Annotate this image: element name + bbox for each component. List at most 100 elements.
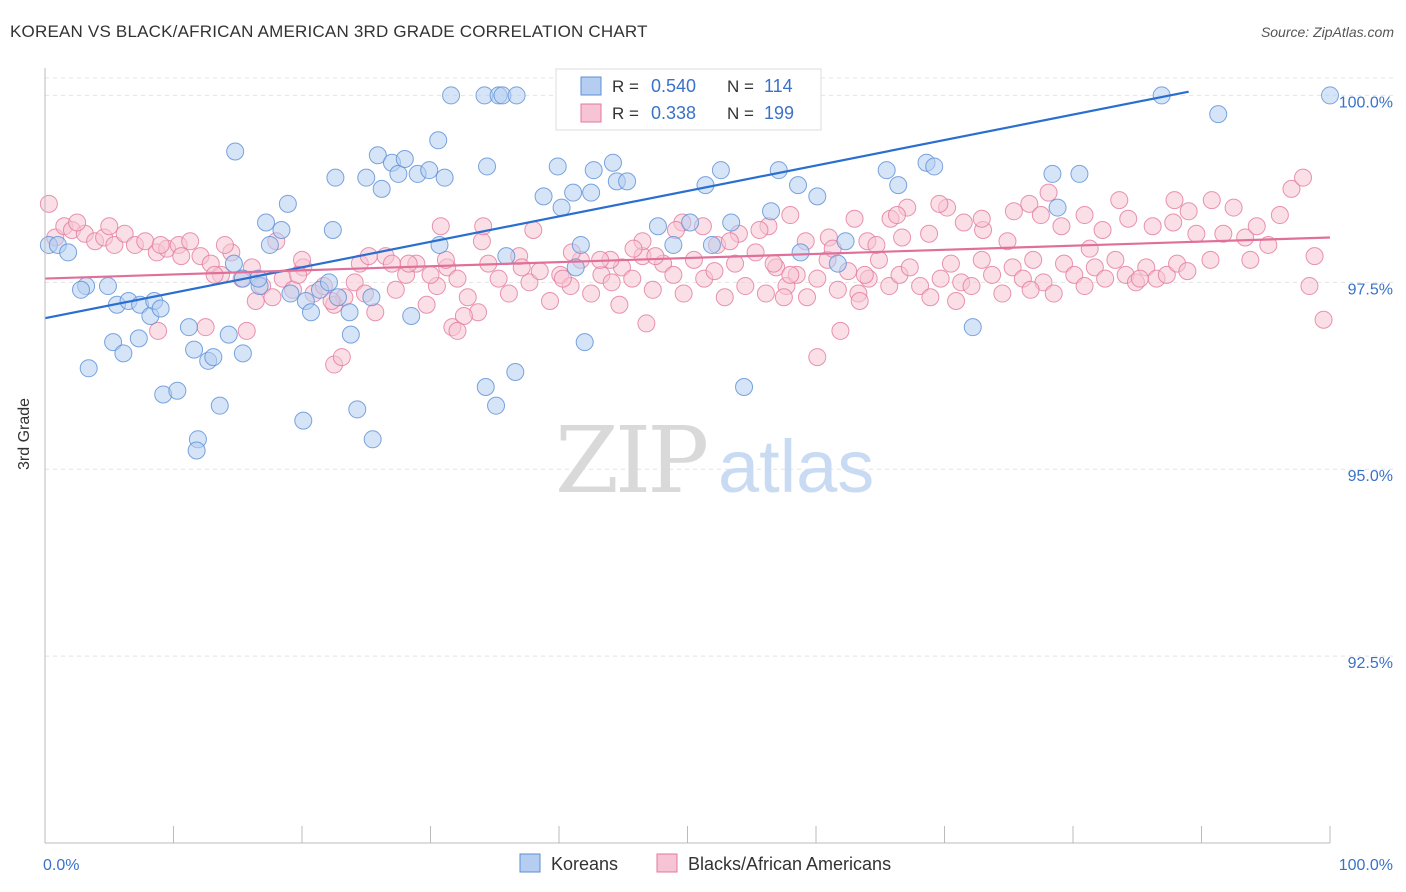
korean-point (210, 396, 229, 415)
korean-point (395, 149, 414, 168)
korean-point (362, 288, 381, 307)
korean-point (294, 411, 313, 430)
black-african-american-point (1300, 277, 1319, 296)
stats-legend: R = 0.540 N = 114 R = 0.338 N = 199 (555, 68, 822, 131)
black-african-american-point (774, 288, 793, 307)
black-african-american-point (448, 269, 467, 288)
korean-point (272, 220, 291, 239)
black-african-american-point (1214, 224, 1233, 243)
y-tick-label: 92.5% (1348, 655, 1393, 672)
black-african-american-point (1294, 168, 1313, 187)
korean-point (348, 400, 367, 419)
black-african-american-point (623, 269, 642, 288)
korean-point (487, 396, 506, 415)
black-african-american-point (1031, 206, 1050, 225)
black-african-american-point (489, 269, 508, 288)
korean-point (1070, 164, 1089, 183)
korean-point (281, 284, 300, 303)
korean-point (363, 430, 382, 449)
black-african-american-point (931, 269, 950, 288)
black-african-american-point (726, 254, 745, 273)
korean-point (769, 161, 788, 180)
black-african-american-point (674, 284, 693, 303)
korean-point (59, 243, 78, 262)
black-african-american-point (151, 235, 170, 254)
korean-point (1043, 164, 1062, 183)
black-african-american-point (181, 232, 200, 251)
n-value: 114 (764, 76, 793, 96)
black-african-american-point (637, 314, 656, 333)
korean-point (722, 213, 741, 232)
black-african-american-point (366, 303, 385, 322)
black-african-american-point (869, 250, 888, 269)
black-african-american-point (1020, 194, 1039, 213)
korean-point (478, 157, 497, 176)
legend-item-blacks-african-americans[interactable]: Blacks/African Americans (656, 853, 891, 874)
black-african-american-point (684, 250, 703, 269)
watermark-atlas: atlas (718, 425, 874, 508)
black-african-american-point (887, 206, 906, 225)
black-african-american-point (1143, 217, 1162, 236)
black-african-american-point (750, 220, 769, 239)
black-african-american-point (1157, 265, 1176, 284)
black-african-american-point (39, 194, 58, 213)
black-african-american-point (1065, 265, 1084, 284)
black-african-american-point (1282, 179, 1301, 198)
y-tick-label: 95.0% (1348, 468, 1393, 485)
black-african-american-point (893, 228, 912, 247)
x-tick-label-max: 100.0% (1339, 857, 1393, 874)
black-african-american-point (736, 277, 755, 296)
black-african-american-point (1178, 262, 1197, 281)
korean-point (497, 247, 516, 266)
black-african-american-point (1052, 217, 1071, 236)
black-african-american-point (828, 280, 847, 299)
korean-point (357, 168, 376, 187)
black-african-american-point (1075, 277, 1094, 296)
legend-item-koreans[interactable]: Koreans (519, 853, 618, 874)
black-african-american-point (850, 292, 869, 311)
black-african-american-point (705, 262, 724, 281)
black-african-american-point (582, 284, 601, 303)
legend-label: Blacks/African Americans (688, 854, 891, 874)
black-african-american-point (100, 217, 119, 236)
korean-point (402, 306, 421, 325)
korean-point (301, 303, 320, 322)
black-african-american-point (781, 265, 800, 284)
korean-point (702, 235, 721, 254)
black-african-american-point (1024, 250, 1043, 269)
black-african-american-point (68, 213, 87, 232)
y-axis-label: 3rd Grade (16, 397, 33, 470)
korean-point (791, 243, 810, 262)
korean-point (319, 273, 338, 292)
korean-point (789, 176, 808, 195)
korean-point (185, 340, 204, 359)
black-african-american-point (105, 235, 124, 254)
black-african-american-point (499, 284, 518, 303)
black-african-american-point (764, 254, 783, 273)
black-african-american-point (1270, 206, 1289, 225)
black-african-american-point (715, 288, 734, 307)
black-african-american-point (263, 288, 282, 307)
black-african-american-point (983, 265, 1002, 284)
black-african-american-point (1093, 220, 1112, 239)
black-african-american-point (1224, 198, 1243, 217)
korean-point (603, 153, 622, 172)
bottom-legend[interactable]: Koreans Blacks/African Americans (519, 853, 891, 874)
korean-point (233, 344, 252, 363)
korean-point (548, 157, 567, 176)
korean-point (224, 254, 243, 273)
korean-point (114, 344, 133, 363)
pink-swatch (580, 103, 602, 123)
black-african-american-point (947, 292, 966, 311)
black-african-american-point (610, 295, 629, 314)
black-african-american-point (921, 288, 940, 307)
korean-point (278, 194, 297, 213)
korean-point (328, 288, 347, 307)
black-african-american-point (855, 265, 874, 284)
black-african-american-point (472, 232, 491, 251)
korean-point (420, 161, 439, 180)
black-african-american-point (920, 224, 939, 243)
r-label: R = (612, 77, 639, 96)
black-african-american-point (1039, 183, 1058, 202)
